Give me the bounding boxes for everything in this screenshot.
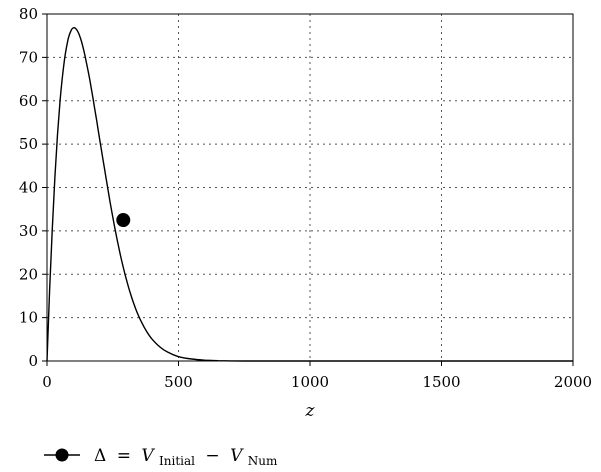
x-tick-labels: 0 500 1000 1500 2000: [42, 373, 592, 391]
x-tick-label: 500: [164, 373, 193, 391]
x-tick-label: 0: [42, 373, 52, 391]
legend-label: Δ = V Initial − V Num: [94, 446, 278, 470]
legend: Δ = V Initial − V Num: [44, 446, 278, 470]
x-tick-label: 2000: [554, 373, 592, 391]
y-tick-labels: 0 10 20 30 40 50 60 70 80: [19, 5, 38, 370]
legend-equals: =: [117, 446, 131, 466]
axes: [42, 13, 574, 366]
legend-delta: Δ: [94, 446, 106, 466]
legend-sub1: Initial: [159, 454, 195, 468]
x-axis-title: z: [305, 401, 316, 421]
series-line: [46, 27, 573, 362]
legend-sub2: Num: [248, 454, 278, 468]
y-tick-label: 20: [19, 265, 38, 283]
y-tick-label: 40: [19, 179, 38, 197]
legend-v1: V: [141, 446, 155, 466]
x-tick-label: 1000: [291, 373, 329, 391]
y-tick-label: 60: [19, 92, 38, 110]
legend-v2: V: [230, 446, 244, 466]
legend-minus: −: [205, 446, 219, 466]
grid: [47, 14, 573, 361]
series-marker: [116, 213, 131, 228]
y-tick-label: 30: [19, 222, 38, 240]
y-tick-label: 0: [28, 352, 38, 370]
y-tick-label: 80: [19, 5, 38, 23]
y-tick-label: 10: [19, 309, 38, 327]
y-tick-label: 50: [19, 135, 38, 153]
y-tick-label: 70: [19, 48, 38, 66]
legend-marker: [55, 448, 69, 462]
x-tick-label: 1500: [422, 373, 460, 391]
